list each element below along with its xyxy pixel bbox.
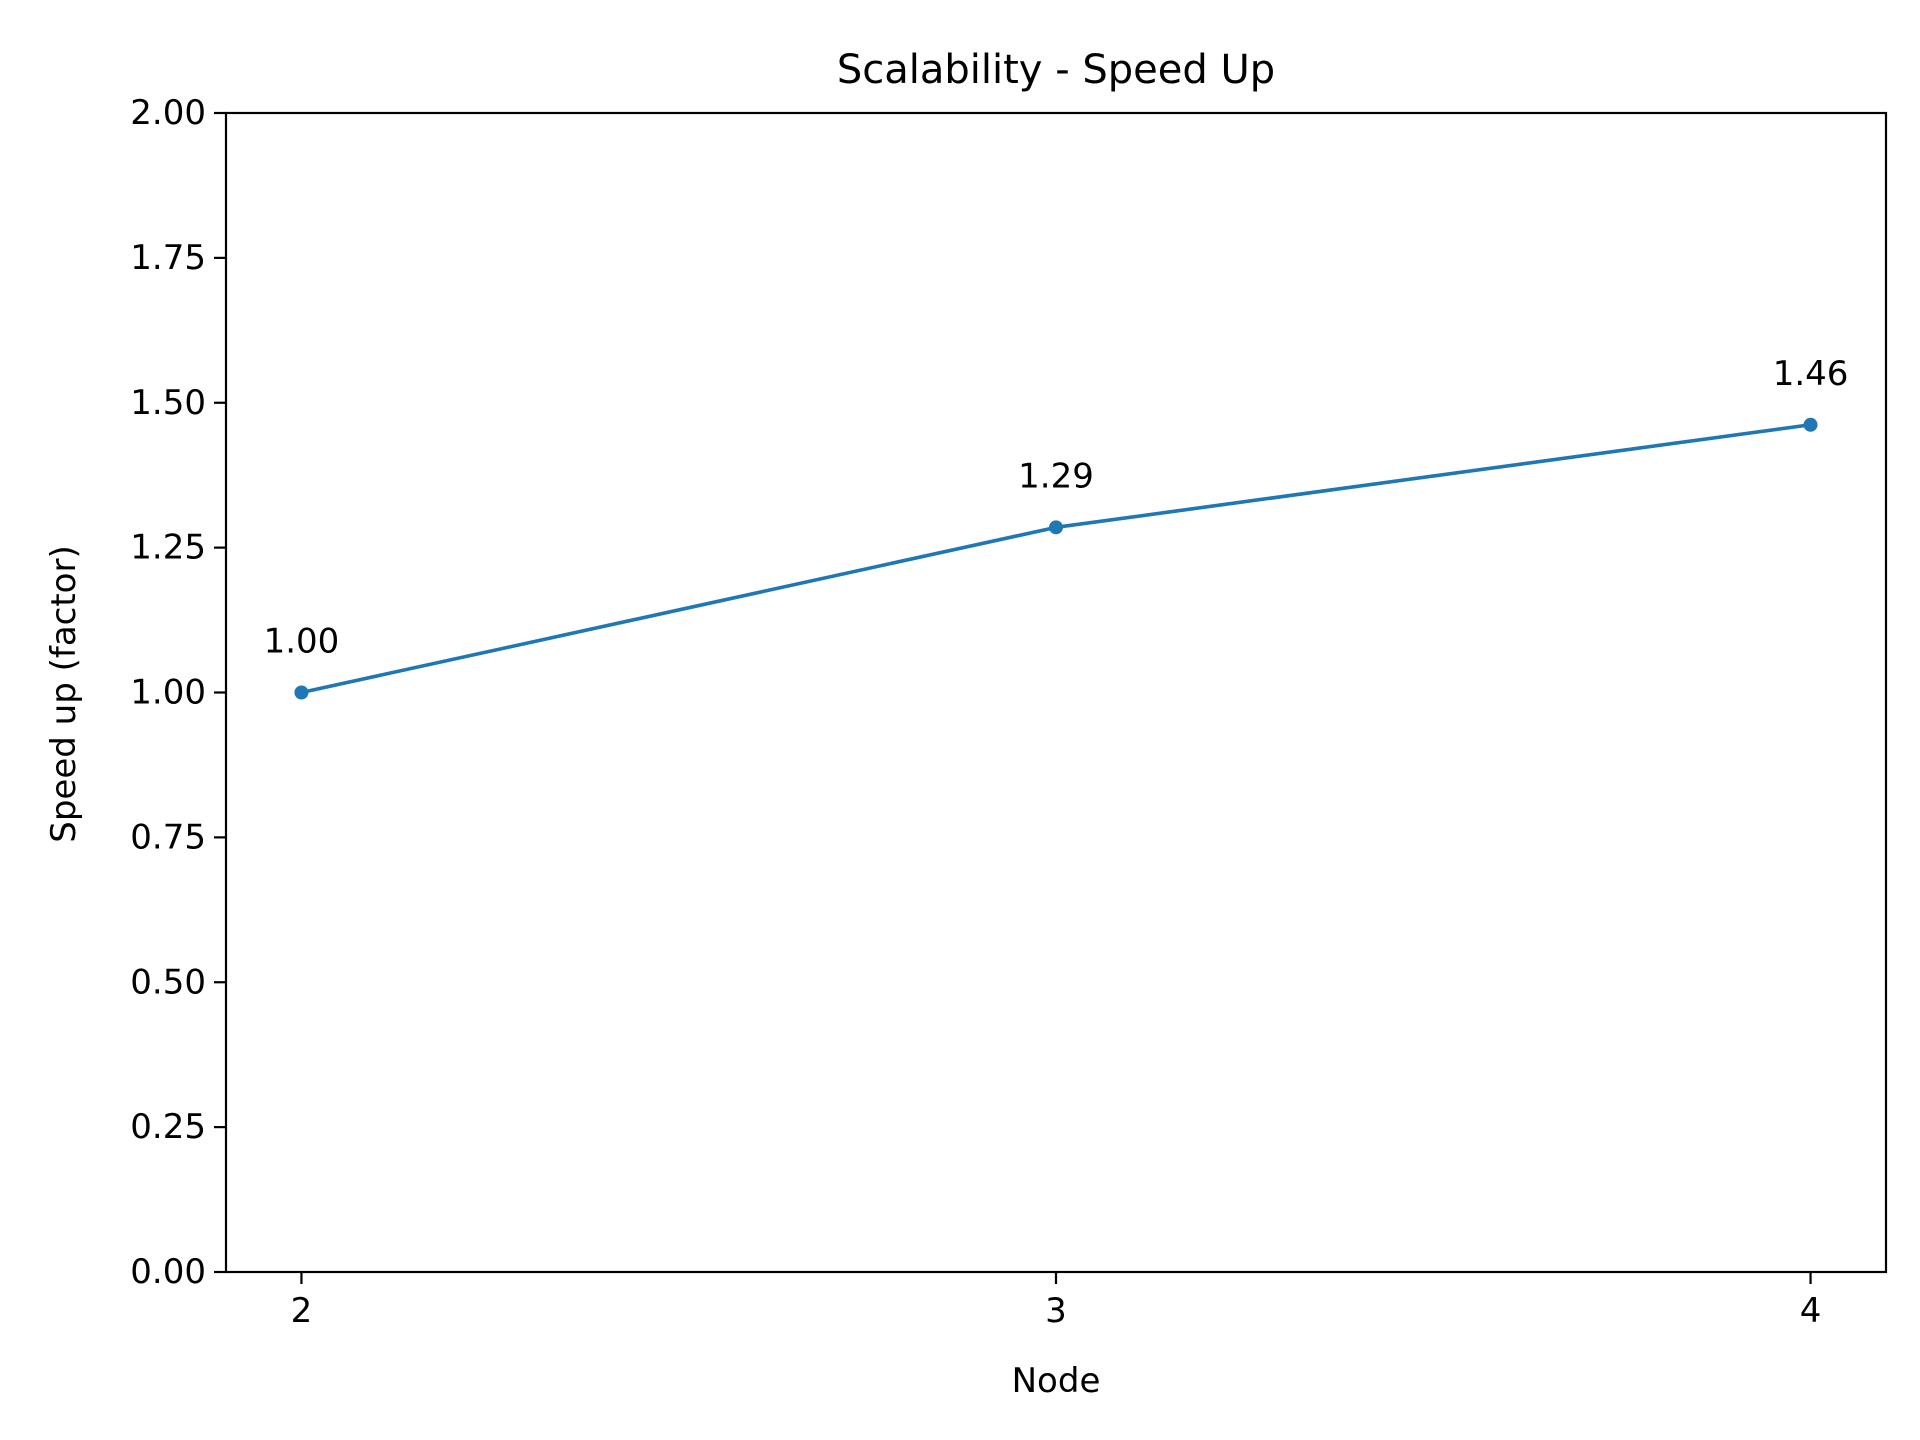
y-axis-label: Speed up (factor)	[44, 545, 84, 842]
y-tick-label: 1.00	[130, 673, 206, 713]
x-axis-label: Node	[1012, 1361, 1101, 1401]
y-tick-label: 0.25	[130, 1107, 206, 1147]
y-tick-label: 2.00	[130, 93, 206, 133]
y-tick-label: 0.75	[130, 817, 206, 857]
y-tick-label: 1.75	[130, 238, 206, 278]
chart-title: Scalability - Speed Up	[837, 47, 1275, 93]
x-tick-label: 2	[291, 1291, 313, 1331]
data-point	[1803, 417, 1818, 432]
data-point	[1049, 520, 1063, 535]
data-label: 1.46	[1773, 354, 1849, 394]
y-axis: 0.00 0.25 0.50 0.75 1.00 1.25 1.50 1.75 2.00	[130, 93, 226, 1292]
y-tick-label: 0.50	[130, 962, 206, 1002]
y-tick-label: 1.50	[130, 383, 206, 423]
data-label: 1.29	[1018, 456, 1094, 496]
data-point	[294, 685, 309, 700]
y-tick-label: 1.25	[130, 528, 206, 568]
data-label: 1.00	[264, 622, 340, 662]
x-tick-label: 3	[1045, 1291, 1067, 1331]
x-axis: 2 3 4	[291, 1272, 1822, 1331]
series-layer: 1.00 1.29 1.46	[264, 354, 1849, 700]
y-tick-label: 0.00	[130, 1252, 206, 1292]
x-tick-label: 4	[1800, 1291, 1822, 1331]
